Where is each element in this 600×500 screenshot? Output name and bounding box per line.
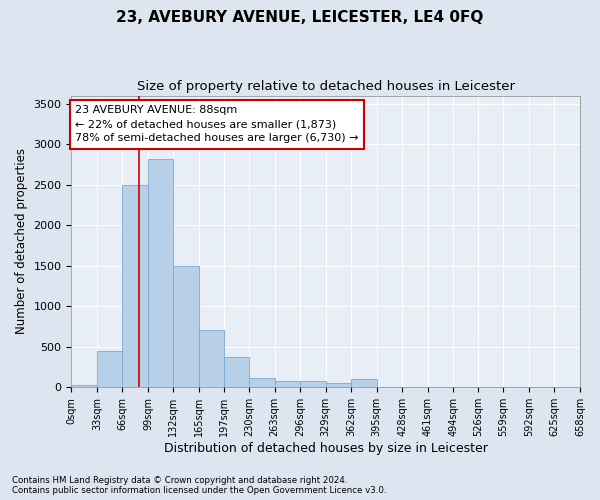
Text: 23, AVEBURY AVENUE, LEICESTER, LE4 0FQ: 23, AVEBURY AVENUE, LEICESTER, LE4 0FQ <box>116 10 484 25</box>
Bar <box>300 382 326 388</box>
Bar <box>351 379 377 388</box>
Bar <box>275 382 300 388</box>
Bar <box>97 351 122 388</box>
Bar <box>199 330 224 388</box>
Y-axis label: Number of detached properties: Number of detached properties <box>15 148 28 334</box>
Bar <box>122 184 148 388</box>
Text: Contains HM Land Registry data © Crown copyright and database right 2024.
Contai: Contains HM Land Registry data © Crown c… <box>12 476 386 495</box>
X-axis label: Distribution of detached houses by size in Leicester: Distribution of detached houses by size … <box>164 442 488 455</box>
Bar <box>71 386 97 388</box>
Bar <box>326 384 351 388</box>
Title: Size of property relative to detached houses in Leicester: Size of property relative to detached ho… <box>137 80 515 93</box>
Bar <box>249 378 275 388</box>
Bar <box>224 357 249 388</box>
Bar <box>148 159 173 388</box>
Bar <box>173 266 199 388</box>
Text: 23 AVEBURY AVENUE: 88sqm
← 22% of detached houses are smaller (1,873)
78% of sem: 23 AVEBURY AVENUE: 88sqm ← 22% of detach… <box>75 106 359 144</box>
